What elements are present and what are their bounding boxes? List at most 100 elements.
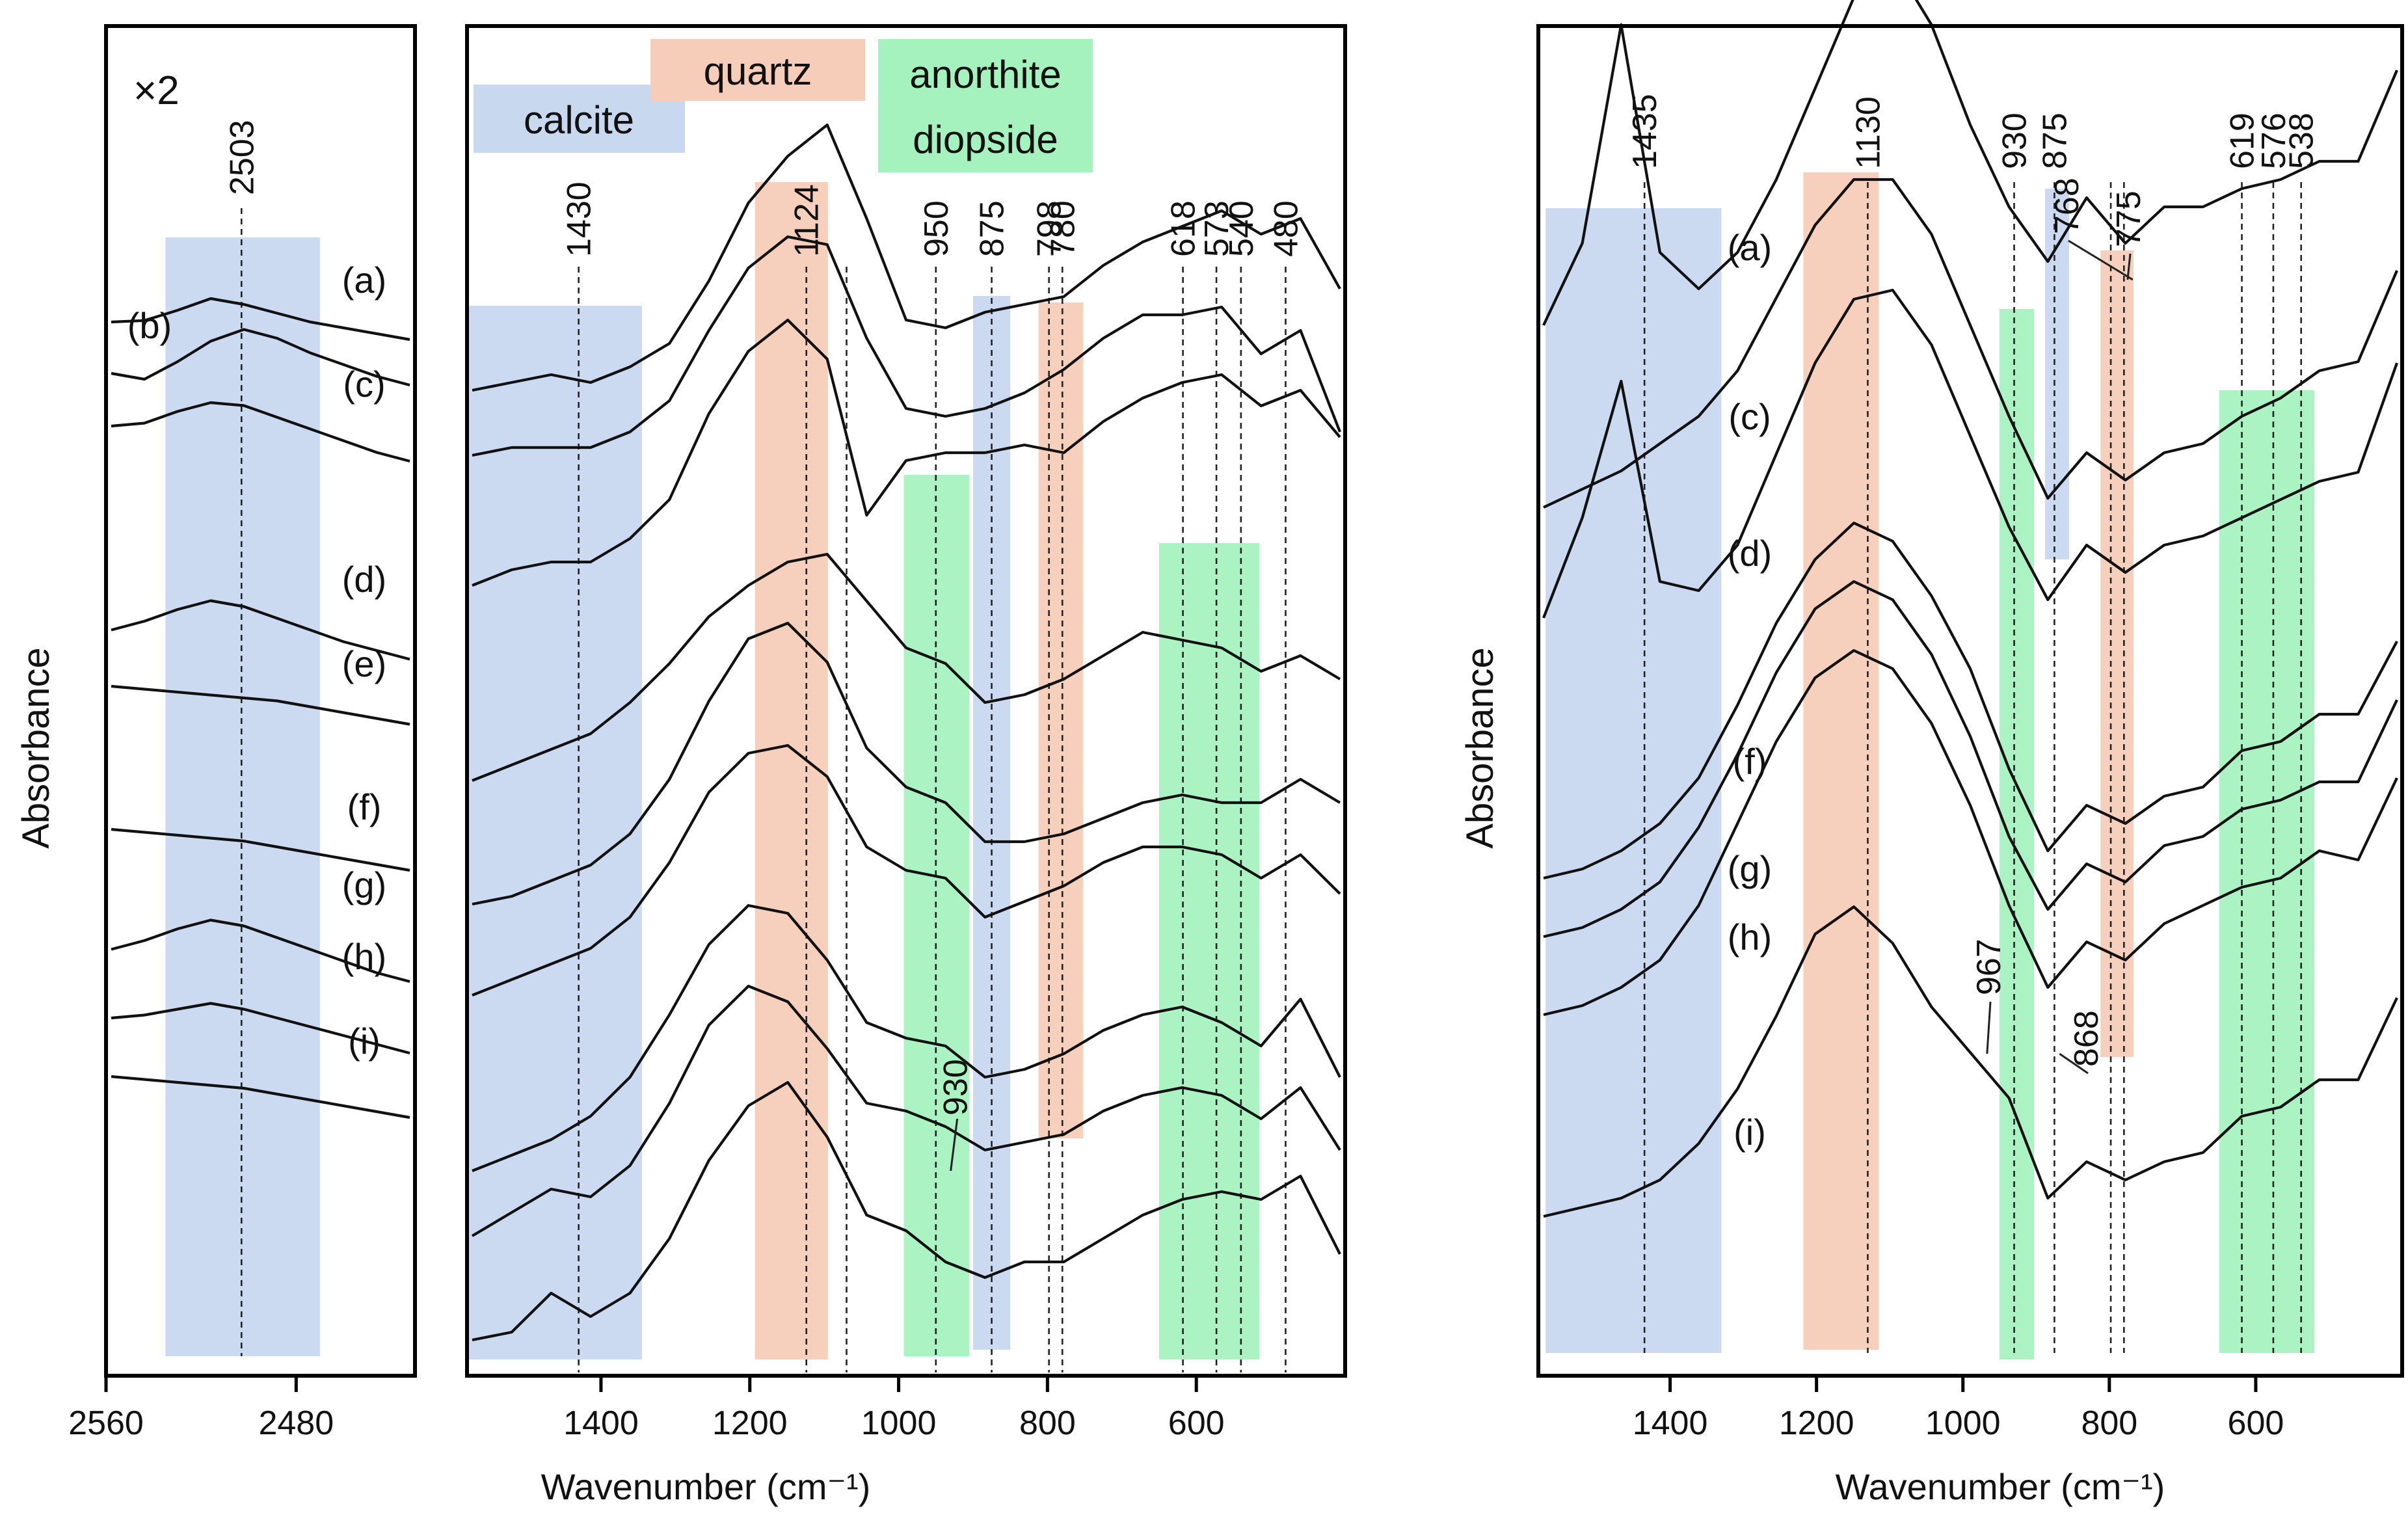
x-tick-label: 1200 (712, 1404, 788, 1442)
band-anorthite_diopside (1158, 543, 1260, 1359)
reference-label: 780 (1044, 200, 1082, 257)
reference-label: 2503 (223, 120, 261, 195)
series-line-h (1543, 649, 2398, 1017)
leader-line (2059, 1052, 2089, 1075)
band-anorthite_diopside (2219, 390, 2314, 1353)
reference-label: 540 (1223, 200, 1261, 257)
x-tick-label: 1200 (1779, 1404, 1854, 1442)
y-axis-label-right: Absorbance (1459, 647, 1501, 849)
series-line-d (1542, 288, 2398, 619)
leader-label: 775 (2110, 191, 2148, 247)
reference-label: 1130 (1849, 96, 1887, 169)
series-line-d (111, 599, 410, 661)
series-line-a (111, 297, 410, 341)
reference-label: 875 (974, 200, 1011, 257)
scale-note: ×2 (133, 68, 180, 113)
leader-line (2126, 253, 2132, 280)
series-label: (a) (342, 260, 386, 301)
series-line-d (472, 552, 1341, 782)
reference-label: 618 (1165, 200, 1203, 257)
x-tick-label: 800 (1019, 1404, 1076, 1442)
series-line-c (1543, 178, 2398, 509)
series-label: (h) (342, 936, 386, 977)
series-label: (c) (343, 364, 385, 405)
series-label: (f) (347, 786, 382, 827)
series-line-e (111, 684, 410, 726)
series-line-f (472, 743, 1341, 997)
quartz-label: quartz (704, 49, 812, 93)
band-calcite (467, 306, 642, 1359)
series-label: (a) (1728, 227, 1772, 268)
band-quartz (755, 182, 828, 1359)
band-quartz (1038, 302, 1084, 1138)
series-line-g (1543, 580, 2398, 939)
series-label: (g) (342, 864, 386, 905)
reference-label: 538 (2283, 113, 2321, 169)
x-tick-label: 1000 (861, 1404, 937, 1442)
band-quartz (2100, 250, 2134, 1057)
annotation-label: 930 (937, 1059, 975, 1116)
reference-label: 576 (2255, 113, 2293, 169)
calcite-label: calcite (524, 98, 634, 142)
frame-left-b (465, 24, 1347, 1378)
reference-label: 1430 (561, 181, 598, 257)
x-tick-label: 600 (1168, 1404, 1225, 1442)
series-label: (d) (342, 559, 386, 600)
anorthite-label: anorthite (909, 53, 1062, 96)
series-label: (e) (342, 643, 386, 684)
y-axis-label-left: Absorbance (15, 647, 57, 849)
band-calcite (1545, 208, 1722, 1353)
series-line-f (1543, 521, 2398, 880)
x-tick-label: 1400 (1633, 1404, 1708, 1442)
series-line-h (111, 1002, 410, 1055)
series-line-h (471, 984, 1341, 1237)
panel-left-a: 2503 (a) (b) (c) (d) (e) (f) (g) (h) (i) 2560 2480 (68, 120, 410, 1442)
quartz-label-box (650, 39, 865, 101)
annotation-leader (950, 1118, 959, 1171)
series-line-c (111, 401, 410, 463)
series-line-a (1542, 0, 2398, 326)
series-line-f (111, 827, 410, 872)
series-label: (i) (348, 1021, 381, 1062)
band-quartz (1803, 172, 1879, 1350)
leader-label: 768 (2048, 178, 2086, 234)
anorthite-diopside-label-box (878, 39, 1093, 172)
series-label: (g) (1728, 848, 1772, 889)
leader-line (2068, 239, 2134, 281)
leader-label: 967 (1970, 939, 2008, 995)
series-label: (d) (1728, 533, 1772, 574)
series-label: (h) (1728, 917, 1772, 957)
reference-label: 619 (2224, 113, 2262, 169)
calcite-label-box (474, 85, 685, 153)
reference-label: 1124 (788, 184, 826, 257)
series-line-g (472, 904, 1341, 1172)
leader-line (1986, 1001, 1992, 1054)
series-line-i (111, 1075, 410, 1119)
reference-label: 950 (918, 200, 956, 257)
series-line-a (472, 123, 1341, 392)
series-line-b (111, 328, 410, 387)
band-anorthite_diopside (2000, 309, 2034, 1359)
reference-label: 573 (1198, 200, 1236, 257)
x-tick-label: 800 (2081, 1404, 2137, 1442)
series-line-i (472, 1080, 1341, 1342)
series-label: (c) (1728, 396, 1771, 437)
series-line-g (111, 918, 410, 984)
series-line-c (472, 318, 1341, 587)
diopside-label: diopside (913, 118, 1058, 161)
series-line-i (1543, 905, 2398, 1218)
x-tick-label: 2560 (68, 1404, 144, 1442)
x-axis-label-left: Wavenumber (cm⁻¹) (541, 1466, 871, 1507)
series-line-b (472, 235, 1341, 457)
series-label: (f) (1733, 741, 1767, 782)
x-tick-label: 600 (2228, 1404, 2284, 1442)
reference-label: 930 (1996, 113, 2034, 169)
frame-left-a (104, 24, 417, 1378)
x-tick-label: 1000 (1925, 1404, 2001, 1442)
reference-label: 798 (1031, 200, 1069, 257)
x-tick-label: 2480 (258, 1404, 334, 1442)
reference-label: 875 (2036, 113, 2074, 169)
series-label: (b) (127, 305, 172, 346)
